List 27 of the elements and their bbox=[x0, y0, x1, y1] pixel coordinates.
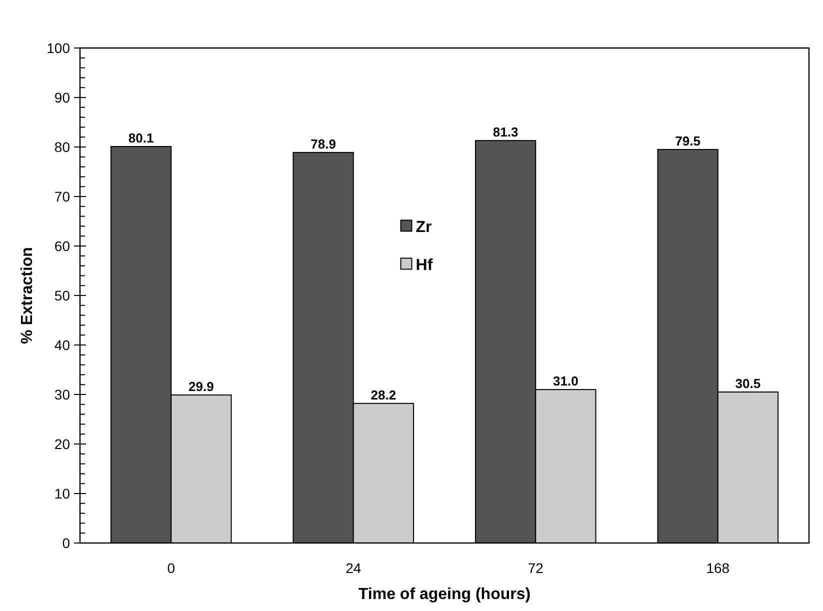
y-tick-label: 60 bbox=[54, 238, 70, 254]
data-label: 78.9 bbox=[310, 136, 336, 152]
data-label: 31.0 bbox=[553, 374, 578, 389]
legend-label: Zr bbox=[416, 218, 432, 236]
y-tick-label: 30 bbox=[54, 386, 70, 402]
x-axis-title: Time of ageing (hours) bbox=[358, 586, 531, 603]
y-tick-label: 50 bbox=[54, 287, 70, 304]
x-tick-label: 24 bbox=[346, 560, 362, 576]
y-tick-label: 100 bbox=[46, 40, 70, 56]
y-tick-label: 10 bbox=[54, 485, 70, 502]
y-tick-label: 40 bbox=[54, 336, 70, 353]
y-tick-label: 20 bbox=[54, 436, 70, 452]
y-tick-label: 0 bbox=[62, 534, 70, 551]
data-label: 28.2 bbox=[370, 387, 396, 402]
data-label: 29.9 bbox=[188, 378, 214, 394]
data-label: 80.1 bbox=[128, 130, 154, 146]
x-tick-label: 0 bbox=[167, 560, 176, 576]
y-tick-label: 80 bbox=[54, 138, 70, 155]
y-tick-label: 70 bbox=[54, 188, 70, 204]
data-label: 30.5 bbox=[735, 376, 761, 392]
x-tick-label: 168 bbox=[706, 560, 730, 576]
y-axis-title: % Extraction bbox=[19, 247, 36, 344]
legend-label: Hf bbox=[416, 256, 434, 274]
data-label: 79.5 bbox=[675, 133, 700, 148]
data-label: 81.3 bbox=[492, 124, 518, 140]
y-tick-label: 90 bbox=[54, 89, 70, 106]
x-tick-label: 72 bbox=[528, 560, 544, 576]
